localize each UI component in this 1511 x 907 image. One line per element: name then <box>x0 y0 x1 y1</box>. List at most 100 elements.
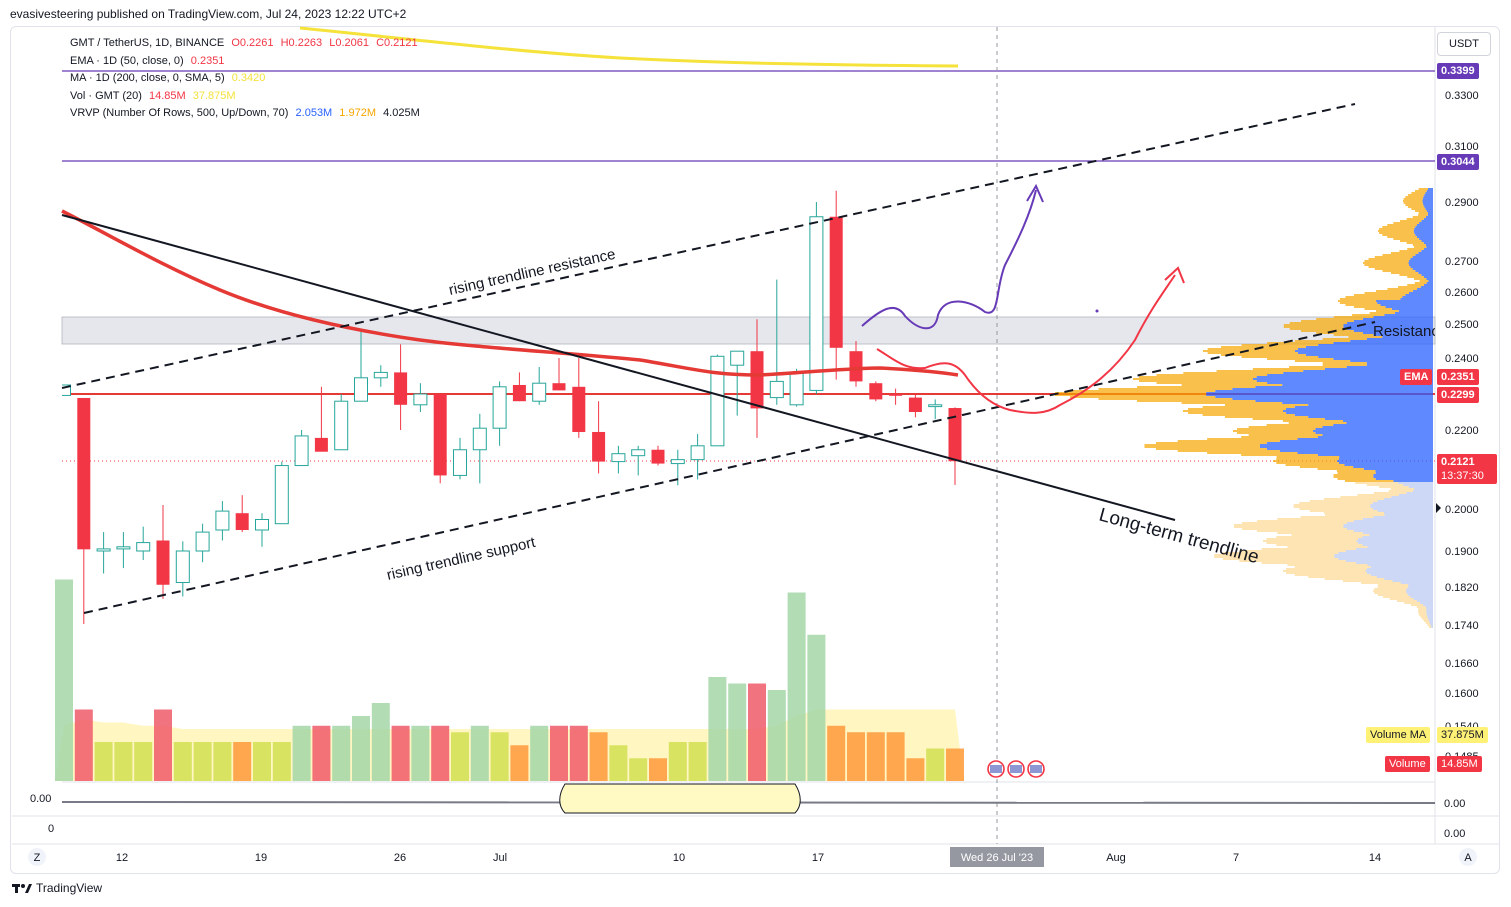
candle[interactable] <box>690 445 705 461</box>
candle[interactable] <box>532 382 547 402</box>
vrvp-row-up <box>1295 350 1433 352</box>
candle[interactable] <box>294 435 309 467</box>
vrvp-row-down <box>1203 350 1295 352</box>
auto-label: A <box>1464 852 1472 864</box>
vrvp-row-down <box>1177 440 1280 442</box>
candle[interactable] <box>789 371 804 406</box>
time-tick: 14 <box>1369 852 1381 864</box>
economic-events-flags[interactable] <box>987 760 1045 778</box>
candle[interactable] <box>413 393 428 406</box>
candle[interactable] <box>492 386 507 429</box>
candle[interactable] <box>829 216 843 348</box>
candle[interactable] <box>809 216 824 391</box>
vrvp-row-up <box>1315 432 1433 434</box>
candle[interactable] <box>96 548 111 552</box>
candle[interactable] <box>552 383 566 391</box>
legend-row-vrvp[interactable]: VRVP (Number Of Rows, 500, Up/Down, 70) … <box>70 105 420 123</box>
time-tick: 26 <box>394 852 406 864</box>
label-rising-trendline-support[interactable]: rising trendline support <box>385 534 538 584</box>
legend-row-vol[interactable]: Vol · GMT (20) 14.85M 37.875M <box>70 88 420 106</box>
candle[interactable] <box>314 437 328 452</box>
candle[interactable] <box>235 513 249 530</box>
projection-path-bullish[interactable] <box>861 189 1037 330</box>
legend-high: H0.2263 <box>280 37 323 49</box>
volume-bar <box>589 732 608 781</box>
indicator-highlight[interactable] <box>559 783 801 814</box>
vrvp-row-up <box>1429 622 1433 624</box>
label-long-term-trendline[interactable]: Long-term trendline <box>1097 505 1261 569</box>
vrvp-row-down <box>1337 472 1376 474</box>
volume-bar <box>609 745 628 781</box>
candle[interactable] <box>175 550 190 583</box>
volume-bar <box>847 732 865 781</box>
vrvp-row-up <box>1318 344 1433 346</box>
vrvp-row-down <box>1369 312 1396 314</box>
candle[interactable] <box>928 404 943 408</box>
volume-bar <box>926 748 945 781</box>
auto-scale-button[interactable] <box>1459 848 1477 866</box>
projection-path-retest[interactable] <box>876 274 1176 414</box>
candle[interactable] <box>592 431 606 462</box>
candle[interactable] <box>58 384 71 396</box>
candle[interactable] <box>136 542 151 552</box>
candle[interactable] <box>195 531 210 552</box>
vrvp-row-up <box>1425 192 1433 194</box>
vrvp-row-down <box>1342 580 1393 582</box>
legend-row-ema[interactable]: EMA · 1D (50, close, 0) 0.2351 <box>70 53 420 71</box>
candle[interactable] <box>433 394 447 476</box>
legend-row-ma[interactable]: MA · 1D (200, close, 0, SMA, 5) 0.3420 <box>70 70 420 88</box>
long-term-trendline[interactable] <box>61 214 1176 521</box>
volume-bar <box>886 732 905 781</box>
currency-selector[interactable]: USDT <box>1437 32 1491 56</box>
zoom-reset-button[interactable] <box>28 848 46 866</box>
vrvp-row-down <box>1408 206 1425 208</box>
vrvp-row-down <box>1357 494 1400 496</box>
candle[interactable] <box>948 408 962 462</box>
candle[interactable] <box>394 372 408 405</box>
vrvp-row-down <box>1390 488 1415 490</box>
candle[interactable] <box>750 351 764 409</box>
candle[interactable] <box>156 540 170 585</box>
candle[interactable] <box>255 519 269 531</box>
candle[interactable] <box>611 453 626 463</box>
label-resistance-zone[interactable]: Resistance <box>1373 323 1447 340</box>
candle[interactable] <box>849 351 863 382</box>
candle[interactable] <box>889 394 903 396</box>
chart-legend[interactable]: GMT / TetherUS, 1D, BINANCE O0.2261 H0.2… <box>70 35 420 123</box>
candle[interactable] <box>710 355 725 447</box>
time-axis[interactable]: 12 19 26 Jul 10 17 Aug 7 14 2 <box>116 852 1381 864</box>
vrvp-row-down <box>1383 596 1411 598</box>
candle[interactable] <box>215 510 230 531</box>
candle[interactable] <box>472 427 487 451</box>
candle[interactable] <box>869 383 883 400</box>
candle[interactable] <box>334 400 349 451</box>
vrvp-row-down <box>1377 586 1409 588</box>
candle[interactable] <box>373 371 388 379</box>
candle[interactable] <box>651 449 665 464</box>
candle[interactable] <box>354 377 368 402</box>
vrvp-row-up <box>1382 336 1433 338</box>
candle[interactable] <box>631 449 646 457</box>
candle[interactable] <box>572 386 586 432</box>
footer-branding[interactable]: TradingView <box>12 881 102 895</box>
vrvp-row-up <box>1283 372 1433 374</box>
rising-trendline-support[interactable] <box>83 321 1376 614</box>
candle[interactable] <box>453 449 467 476</box>
vrvp-row-up <box>1408 586 1433 588</box>
candle[interactable] <box>769 380 784 399</box>
vrvp-row-up <box>1377 510 1433 512</box>
candle[interactable] <box>274 465 289 525</box>
vrvp-row-up <box>1232 398 1433 400</box>
legend-row-symbol[interactable]: GMT / TetherUS, 1D, BINANCE O0.2261 H0.2… <box>70 35 420 53</box>
vrvp-row-down <box>1241 356 1319 358</box>
candle[interactable] <box>908 397 922 412</box>
candle[interactable] <box>512 385 526 402</box>
rising-trendline-resistance[interactable] <box>61 103 1356 389</box>
candle[interactable] <box>730 350 745 366</box>
price-axis[interactable]: 0.3300 0.3100 0.2900 0.2700 0.2600 0.250… <box>1445 90 1479 763</box>
candle[interactable] <box>77 397 91 550</box>
candle[interactable] <box>116 546 131 550</box>
candle[interactable] <box>670 459 685 465</box>
resistance-zone[interactable] <box>61 316 1436 345</box>
